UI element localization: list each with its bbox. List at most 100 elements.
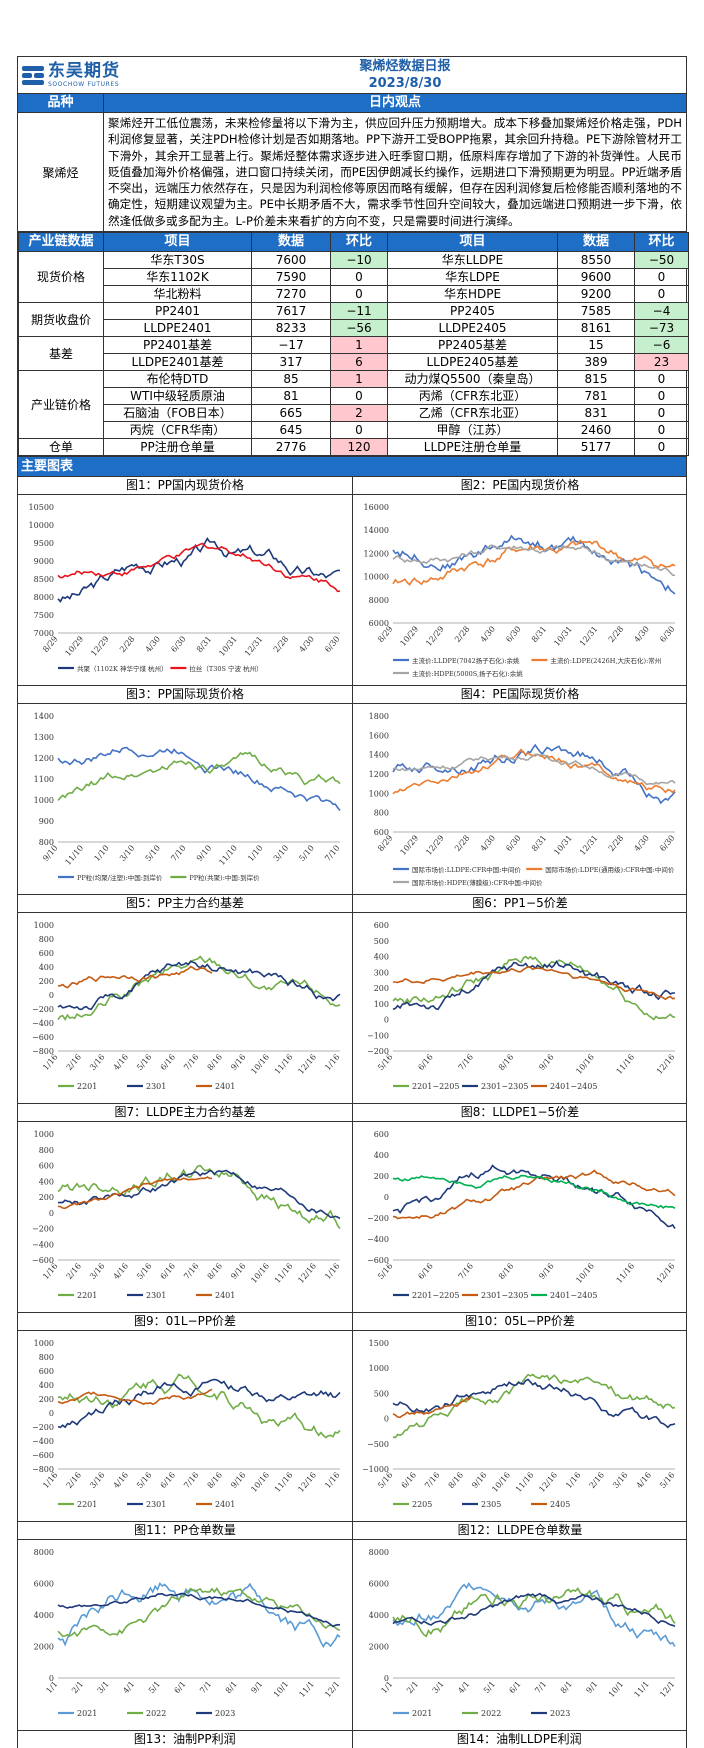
table-cell: 0 bbox=[634, 370, 689, 389]
y-tick-label: −200 bbox=[32, 1423, 54, 1432]
table-cell: 8161 bbox=[557, 319, 635, 338]
legend-label: 2301 bbox=[146, 1291, 166, 1300]
x-tick-label: 1/16 bbox=[323, 1262, 341, 1282]
table-cell: 8233 bbox=[251, 319, 331, 338]
x-tick-label: 3/10 bbox=[118, 844, 136, 864]
x-tick-label: 1/16 bbox=[564, 1471, 582, 1491]
chart-svg: 8000 6000 4000 2000 01/1 2/1 3/1 4/1 5/1 6/1 7/1 8/… bbox=[34, 1548, 342, 1718]
table-cell: 华东LDPE bbox=[387, 268, 558, 287]
table-cell: 645 bbox=[251, 421, 331, 440]
table-cell: 2460 bbox=[557, 421, 635, 440]
table-cell: 0 bbox=[634, 387, 689, 406]
y-tick-label: −600 bbox=[367, 1256, 389, 1265]
x-tick-label: 2/28 bbox=[607, 834, 625, 854]
chart-title: 图12：LLDPE仓单数量 bbox=[353, 1522, 687, 1541]
chart-panel: 图12：LLDPE仓单数量 8000 6000 4000 2000 0 1/1 2/1 3/1… bbox=[353, 1522, 687, 1732]
x-tick-label: 8/16 bbox=[497, 1053, 515, 1073]
series-line bbox=[57, 955, 341, 1021]
y-tick-label: 12000 bbox=[364, 549, 389, 558]
table-cell: 120 bbox=[330, 438, 388, 457]
legend-label: 2401 bbox=[215, 1082, 235, 1091]
x-tick-label: 12/29 bbox=[424, 834, 446, 857]
table-row: 基差 PP2401基差 −17 1 PP2405基差 15 −6 bbox=[18, 336, 689, 372]
x-tick-label: 2/28 bbox=[453, 834, 471, 854]
chart-row: 图5：PP主力合约基差 1000 800 600 400 200 0 −200 −400 −60… bbox=[17, 895, 687, 1105]
x-tick-label: 1/16 bbox=[323, 1471, 341, 1491]
x-tick-label: 12/31 bbox=[578, 625, 600, 648]
series-line bbox=[392, 960, 675, 1011]
y-tick-label: 200 bbox=[374, 984, 389, 993]
table-cell: 0 bbox=[330, 421, 388, 440]
x-tick-label: 10/16 bbox=[249, 1262, 271, 1285]
y-tick-label: 800 bbox=[39, 838, 54, 847]
x-tick-label: 1/10 bbox=[246, 844, 264, 864]
report-frame: 东吴期货 SOOCHOW FUTURES 聚烯烃数据日报 2023/8/30 品… bbox=[17, 56, 689, 458]
table-cell: 丙烯（CFR东北亚） bbox=[387, 387, 558, 406]
y-tick-label: 0 bbox=[384, 1016, 389, 1025]
soochow-logo-icon bbox=[22, 64, 44, 86]
x-tick-label: 12/16 bbox=[655, 1053, 677, 1076]
y-tick-label: 500 bbox=[374, 937, 389, 946]
x-tick-label: 9/16 bbox=[229, 1262, 247, 1282]
table-cell: 781 bbox=[557, 387, 635, 406]
table-cell: 6 bbox=[330, 353, 388, 372]
series-line bbox=[57, 537, 341, 603]
series-line bbox=[392, 753, 676, 786]
x-tick-label: 10/16 bbox=[490, 1471, 512, 1494]
company-name-cn: 东吴期货 bbox=[48, 60, 120, 81]
y-tick-label: 1800 bbox=[369, 712, 389, 721]
table-cell: 0 bbox=[634, 438, 689, 457]
chart-title: 图10：05L−PP价差 bbox=[353, 1313, 687, 1332]
table-cell: 7585 bbox=[557, 302, 635, 321]
y-tick-label: 7500 bbox=[34, 611, 54, 620]
series-line bbox=[57, 1176, 213, 1210]
y-tick-label: 1300 bbox=[34, 733, 54, 742]
y-tick-label: 4000 bbox=[34, 1611, 54, 1620]
legend-label: PP粒(均聚/注塑):中国:到岸价 bbox=[77, 873, 163, 882]
chart-svg: 1000 800 600 400 200 0 −200 −400 −600 1/16 2/16 3/1… bbox=[32, 1130, 342, 1300]
legend-label: 2401−2405 bbox=[550, 1291, 597, 1300]
y-tick-label: 1000 bbox=[369, 1364, 389, 1373]
x-tick-label: 7/16 bbox=[182, 1262, 200, 1282]
x-tick-label: 11/16 bbox=[273, 1471, 295, 1494]
chart-title-14: 图14：油制LLDPE利润 bbox=[456, 1732, 582, 1747]
series-line bbox=[57, 1378, 341, 1429]
table-cell: 81 bbox=[251, 387, 331, 406]
y-tick-label: −200 bbox=[32, 1225, 54, 1234]
series-line bbox=[57, 1587, 341, 1638]
table-group-label: 仓单 bbox=[18, 438, 104, 457]
y-tick-label: −400 bbox=[367, 1235, 389, 1244]
table-row: 期货收盘价 PP2401 7617 −11 PP2405 7585 −4 bbox=[18, 302, 689, 338]
chart-title: 图9：01L−PP价差 bbox=[18, 1313, 352, 1332]
legend-label: 共聚（1102K 神华宁煤 杭州） bbox=[77, 664, 168, 673]
x-tick-label: 12/16 bbox=[655, 1262, 677, 1285]
table-row: 华北粉料 7270 0 华东HDPE 9200 0 bbox=[19, 285, 689, 304]
legend-label: 拉丝（T30S 宁波 杭州） bbox=[189, 664, 262, 673]
view-content-row: 聚烯烃 聚烯烃开工低位震荡，未来检修量将以下滑为主，供应回升压力预期增大。成本下… bbox=[18, 113, 686, 233]
y-tick-label: 400 bbox=[39, 963, 54, 972]
chart-panel: 图11：PP仓单数量 8000 6000 4000 2000 0 1/1 2/1 3/1 4/1… bbox=[18, 1522, 353, 1732]
chart-panel: 图6：PP1−5价差 600 500 400 300 200 100 0 −100 −200 5/… bbox=[353, 895, 687, 1105]
table-group-label: 期货收盘价 bbox=[18, 302, 104, 338]
x-tick-label: 6/30 bbox=[504, 625, 522, 645]
x-tick-label: 12/31 bbox=[578, 834, 600, 857]
y-tick-label: 0 bbox=[49, 1209, 54, 1218]
legend-label: 2401 bbox=[215, 1500, 235, 1509]
y-tick-label: 2000 bbox=[369, 1643, 389, 1652]
view-col-product-header: 品种 bbox=[18, 94, 104, 112]
table-cell: 布伦特DTD bbox=[103, 370, 252, 389]
x-tick-label: 6/16 bbox=[400, 1471, 418, 1491]
charts-grid: 图1：PP国内现货价格 10500 10000 9500 9000 8500 8000 75… bbox=[17, 477, 687, 1732]
y-tick-label: −600 bbox=[32, 1451, 54, 1460]
x-tick-label: 10/29 bbox=[63, 635, 85, 658]
chart-title: 图7：LLDPE主力合约基差 bbox=[18, 1104, 352, 1123]
table-cell: PP2405基差 bbox=[387, 336, 558, 355]
y-tick-label: 200 bbox=[39, 977, 54, 986]
x-tick-label: 6/16 bbox=[159, 1262, 177, 1282]
y-tick-label: 9500 bbox=[34, 539, 54, 548]
y-tick-label: 16000 bbox=[364, 503, 389, 512]
y-tick-label: 0 bbox=[49, 1674, 54, 1683]
y-tick-label: 400 bbox=[374, 1151, 389, 1160]
x-tick-label: 5/1 bbox=[147, 1680, 162, 1696]
